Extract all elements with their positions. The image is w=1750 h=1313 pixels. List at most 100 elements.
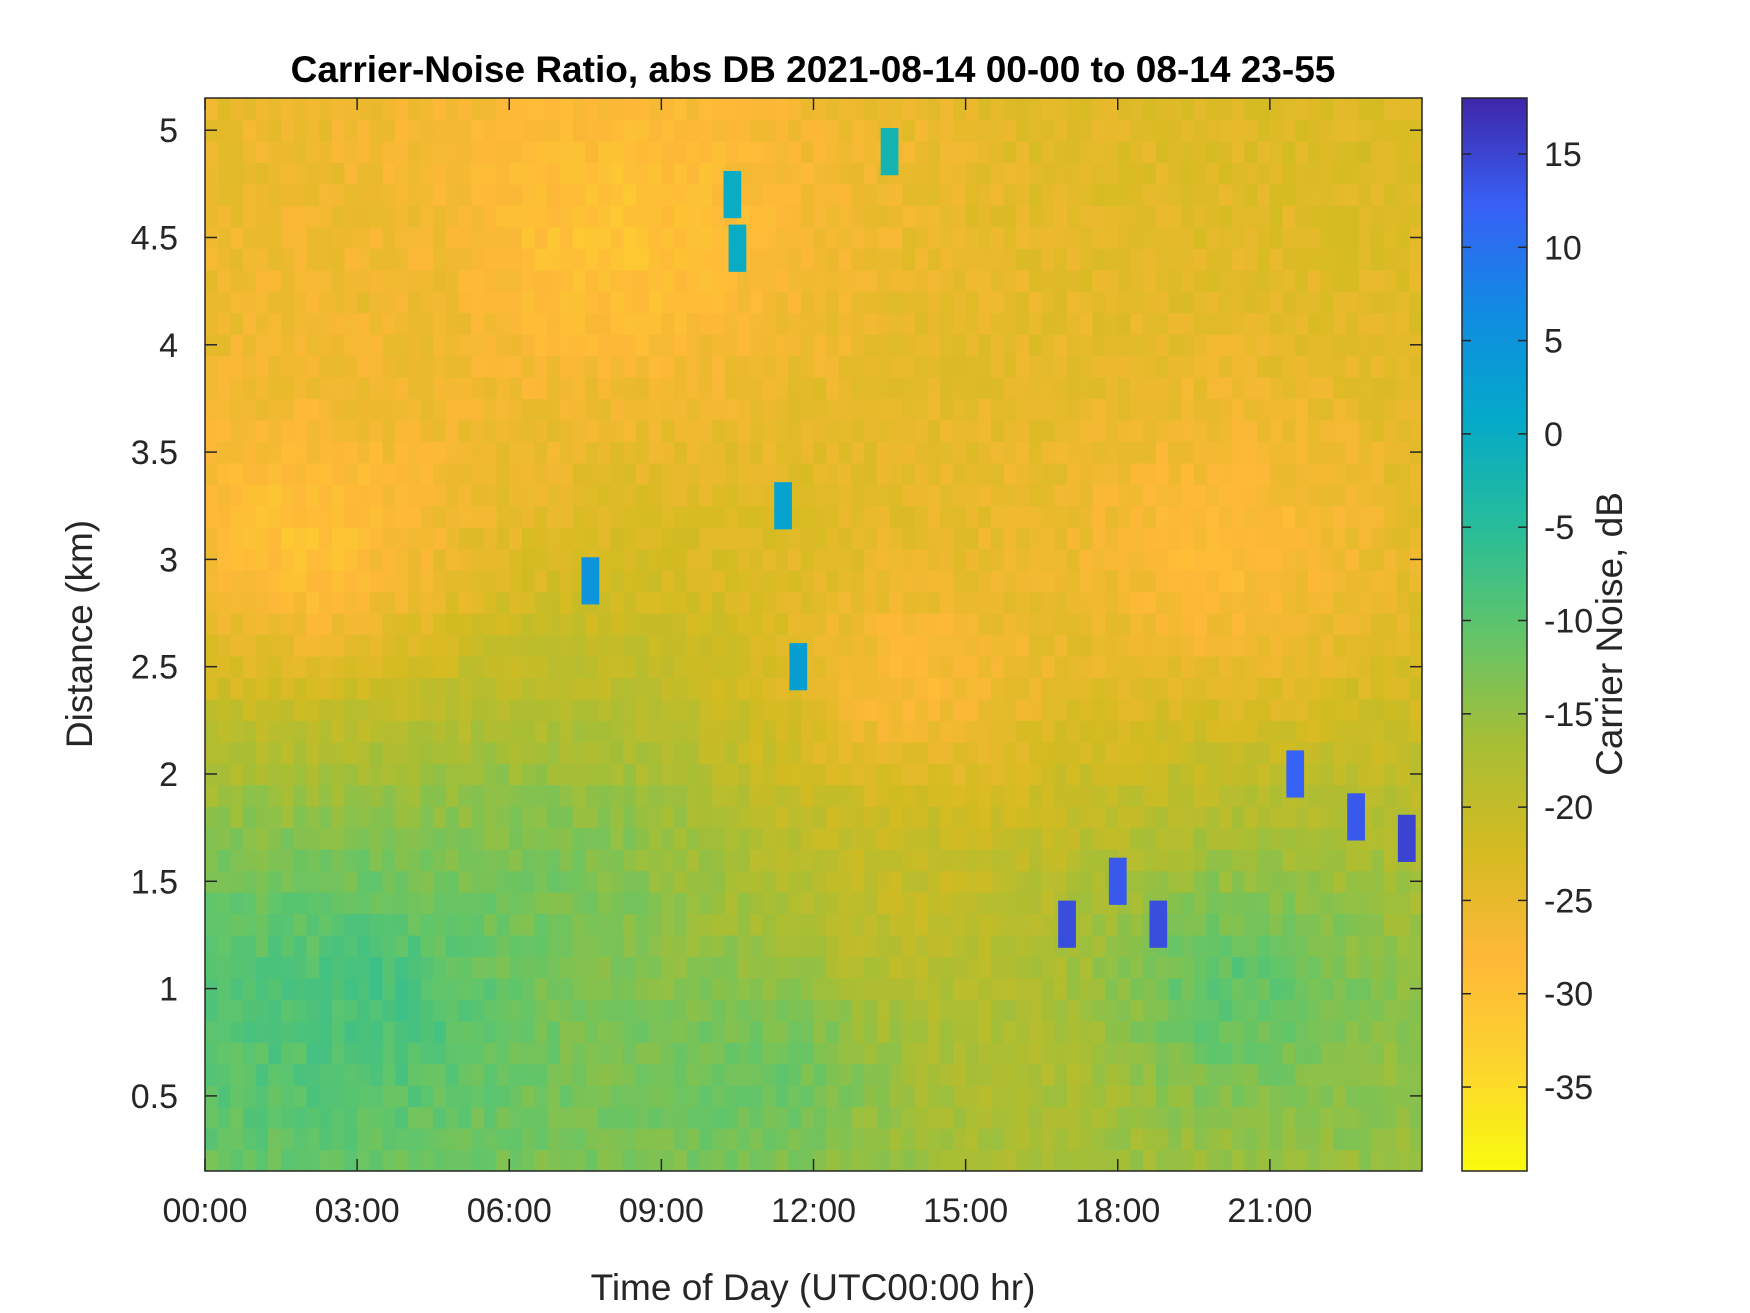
heatmap-cell: [889, 334, 903, 357]
heatmap-cell: [559, 956, 574, 979]
heatmap-cell: [712, 849, 726, 872]
heatmap-cell: [940, 720, 954, 743]
heatmap-cell: [1320, 956, 1334, 979]
heatmap-cell: [902, 999, 916, 1022]
heatmap-cell: [445, 784, 460, 807]
heatmap-cell: [1041, 462, 1055, 485]
colorbar-label: Carrier Noise, dB: [1589, 492, 1630, 776]
heatmap-cell: [737, 977, 751, 1000]
heatmap-cell: [1067, 505, 1081, 528]
heatmap-cell: [826, 119, 840, 142]
heatmap-cell: [800, 892, 815, 915]
heatmap-cell: [1307, 977, 1322, 1000]
heatmap-cell: [1155, 269, 1170, 292]
heatmap-cell: [965, 870, 979, 893]
heatmap-cell: [1333, 98, 1347, 121]
heatmap-cell: [889, 763, 903, 786]
heatmap-cell: [534, 763, 548, 786]
heatmap-cell: [965, 183, 979, 206]
heatmap-cell: [1117, 763, 1132, 786]
heatmap-cell: [1231, 291, 1246, 314]
heatmap-cell: [712, 784, 726, 807]
heatmap-cell: [1016, 527, 1030, 550]
heatmap-cell: [1358, 527, 1372, 550]
heatmap-cell: [1130, 441, 1144, 464]
heatmap-cell: [902, 698, 916, 721]
heatmap-cell: [483, 634, 498, 657]
heatmap-cell: [585, 462, 599, 485]
heatmap-cell: [1016, 355, 1030, 378]
heatmap-cell: [255, 655, 269, 679]
heatmap-cell: [661, 806, 675, 829]
heatmap-cell: [1143, 1128, 1157, 1151]
heatmap-cell: [521, 162, 536, 185]
heatmap-cell: [940, 291, 954, 314]
heatmap-cell: [737, 505, 751, 528]
heatmap-cell: [471, 977, 485, 1000]
heatmap-cell: [648, 1063, 662, 1086]
heatmap-cell: [597, 892, 612, 915]
heatmap-cell: [496, 698, 510, 721]
heatmap-cell: [636, 591, 650, 614]
heatmap-cell: [1054, 870, 1068, 893]
colorbar-tick-label: -20: [1544, 789, 1593, 827]
heatmap-cell: [1181, 441, 1195, 464]
heatmap-cell: [762, 205, 777, 228]
heatmap-cell: [281, 419, 295, 442]
heatmap-cell: [509, 741, 523, 764]
heatmap-cell: [636, 913, 650, 936]
heatmap-cell: [1282, 870, 1296, 893]
heatmap-cell: [636, 655, 650, 679]
heatmap-cell: [1130, 698, 1144, 721]
heatmap-cell: [927, 892, 941, 915]
heatmap-cell: [1307, 1042, 1322, 1065]
heatmap-cell: [357, 1106, 371, 1129]
heatmap-cell: [775, 334, 789, 357]
heatmap-cell: [1282, 956, 1296, 979]
heatmap-cell: [876, 698, 891, 721]
heatmap-cell: [1067, 591, 1081, 614]
heatmap-cell: [648, 698, 662, 721]
heatmap-cell: [864, 1042, 878, 1065]
heatmap-cell: [1396, 913, 1410, 936]
heatmap-cell: [661, 870, 675, 893]
heatmap-cell: [978, 441, 992, 464]
heatmap-cell: [597, 870, 612, 893]
heatmap-cell: [1371, 999, 1385, 1022]
heatmap-cell: [319, 140, 333, 163]
heatmap-cell: [521, 140, 536, 163]
heatmap-cell: [813, 505, 827, 528]
heatmap-cell: [534, 376, 548, 400]
heatmap-cell: [331, 977, 346, 1000]
heatmap-cell: [205, 1020, 219, 1043]
heatmap-cell: [1269, 913, 1284, 936]
heatmap-cell: [483, 183, 498, 206]
heatmap-cell: [800, 913, 815, 936]
heatmap-cell: [521, 1106, 536, 1129]
heatmap-cell: [243, 870, 257, 893]
heatmap-cell: [927, 591, 941, 614]
heatmap-cell: [357, 98, 371, 121]
heatmap-cell: [914, 1085, 929, 1108]
heatmap-cell: [1320, 248, 1334, 271]
heatmap-cell: [496, 956, 510, 979]
heatmap-cell: [433, 591, 447, 614]
heatmap-cell: [1117, 613, 1132, 636]
heatmap-cell: [674, 913, 688, 936]
heatmap-cell: [876, 613, 891, 636]
heatmap-cell: [293, 119, 308, 142]
heatmap-cell: [813, 934, 827, 957]
heatmap-cell: [1092, 934, 1106, 957]
heatmap-cell: [1193, 677, 1208, 700]
heatmap-cell: [281, 655, 295, 679]
heatmap-cell: [1143, 484, 1157, 507]
heatmap-cell: [1105, 827, 1119, 850]
heatmap-cell: [1105, 763, 1119, 786]
heatmap-cell: [1155, 505, 1170, 528]
heatmap-cell: [407, 1128, 422, 1151]
heatmap-cell: [1269, 484, 1284, 507]
heatmap-cell: [648, 849, 662, 872]
heatmap-cell: [737, 1128, 751, 1151]
heatmap-cell: [889, 205, 903, 228]
heatmap-cell: [331, 334, 346, 357]
